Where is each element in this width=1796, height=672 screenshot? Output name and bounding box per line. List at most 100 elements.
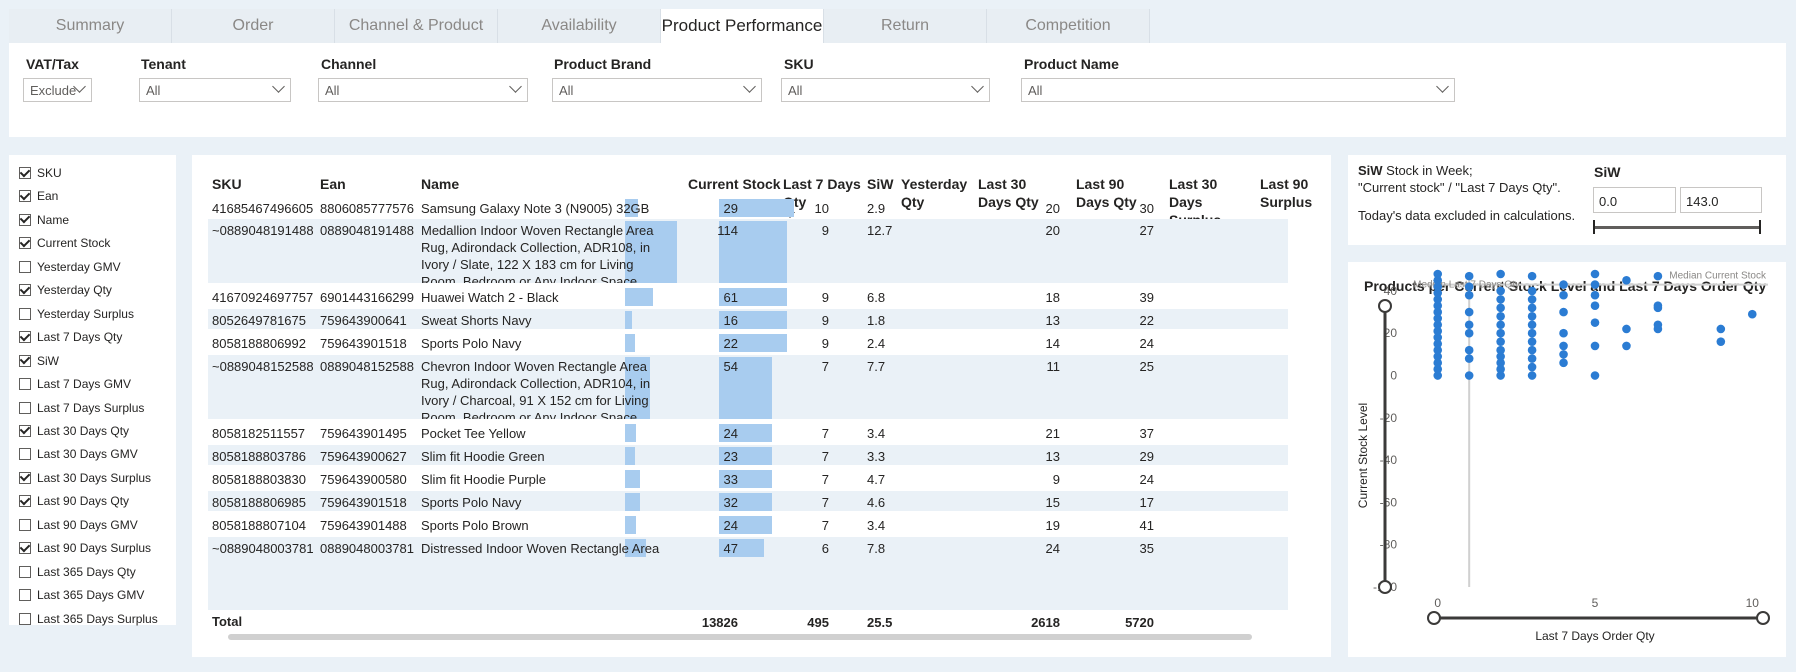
scatter-point[interactable] bbox=[1559, 307, 1568, 317]
table-row[interactable]: 41670924697757 6901443166299 Huawei Watch … bbox=[208, 286, 1288, 306]
scatter-point[interactable] bbox=[1496, 345, 1505, 355]
scatter-point[interactable] bbox=[1559, 358, 1568, 368]
scatter-point[interactable] bbox=[1590, 318, 1600, 327]
scatter-point[interactable] bbox=[1433, 269, 1443, 279]
scatter-point[interactable] bbox=[1716, 324, 1726, 334]
column-toggle-last-90-days-gmv[interactable]: Last 90 Days GMV bbox=[19, 518, 138, 532]
scatter-point[interactable] bbox=[1622, 324, 1631, 334]
scatter-point[interactable] bbox=[1559, 341, 1568, 351]
scatter-point[interactable] bbox=[1527, 354, 1537, 363]
checkbox-checked-icon[interactable] bbox=[19, 354, 31, 367]
siw-min-input[interactable]: 0.0 bbox=[1593, 187, 1676, 213]
tab-order[interactable]: Order bbox=[172, 9, 335, 43]
column-toggle-sku[interactable]: SKU bbox=[19, 166, 62, 180]
checkbox-unchecked-icon[interactable] bbox=[19, 401, 31, 414]
column-toggle-last-30-days-surplus[interactable]: Last 30 Days Surplus bbox=[19, 471, 151, 485]
scatter-point[interactable] bbox=[1527, 286, 1537, 296]
checkbox-checked-icon[interactable] bbox=[19, 167, 31, 179]
col-header-ean[interactable]: Ean bbox=[320, 176, 346, 192]
scatter-point[interactable] bbox=[1527, 371, 1537, 380]
scatter-point[interactable] bbox=[1527, 345, 1537, 355]
scatter-point[interactable] bbox=[1496, 286, 1505, 296]
checkbox-unchecked-icon[interactable] bbox=[19, 307, 31, 320]
scatter-point[interactable] bbox=[1433, 364, 1443, 374]
sku-dropdown[interactable]: All bbox=[781, 78, 990, 102]
col-header-sku[interactable]: SKU bbox=[212, 176, 242, 192]
scatter-point[interactable] bbox=[1464, 328, 1474, 338]
scatter-point[interactable] bbox=[1433, 352, 1443, 361]
scatter-point[interactable] bbox=[1496, 371, 1505, 380]
column-toggle-ean[interactable]: Ean bbox=[19, 189, 58, 203]
column-toggle-last-7-days-surplus[interactable]: Last 7 Days Surplus bbox=[19, 401, 144, 415]
scatter-point[interactable] bbox=[1464, 307, 1474, 317]
scatter-point[interactable] bbox=[1559, 350, 1568, 359]
scatter-point[interactable] bbox=[1527, 362, 1537, 372]
scatter-point[interactable] bbox=[1590, 371, 1600, 380]
x-zoom-handle-right[interactable] bbox=[1756, 611, 1770, 625]
scatter-point[interactable] bbox=[1527, 303, 1537, 313]
scatter-point[interactable] bbox=[1464, 290, 1474, 300]
siw-range-track[interactable] bbox=[1594, 226, 1760, 229]
col-header-yesterday-qty[interactable]: Yesterday Qty bbox=[901, 176, 968, 210]
scatter-point[interactable] bbox=[1622, 276, 1631, 285]
siw-max-input[interactable]: 143.0 bbox=[1680, 187, 1762, 213]
scatter-point[interactable] bbox=[1527, 271, 1537, 281]
column-toggle-siw[interactable]: SiW bbox=[19, 354, 59, 368]
scatter-point[interactable] bbox=[1653, 271, 1663, 281]
scatter-point[interactable] bbox=[1590, 290, 1600, 300]
col-header-current-stock[interactable]: Current Stock bbox=[688, 176, 781, 192]
table-row[interactable]: 8058188806985 759643901518 Sports Polo Nav… bbox=[208, 491, 1288, 511]
checkbox-unchecked-icon[interactable] bbox=[19, 565, 31, 578]
scatter-point[interactable] bbox=[1433, 276, 1443, 285]
scatter-point[interactable] bbox=[1433, 288, 1443, 298]
scatter-point[interactable] bbox=[1464, 282, 1474, 291]
checkbox-checked-icon[interactable] bbox=[19, 424, 31, 437]
scatter-point[interactable] bbox=[1433, 282, 1443, 291]
column-toggle-last-365-days-qty[interactable]: Last 365 Days Qty bbox=[19, 565, 136, 579]
checkbox-checked-icon[interactable] bbox=[19, 237, 31, 250]
table-row[interactable]: 8058188803786 759643900627 Slim fit Hoodie… bbox=[208, 445, 1288, 465]
table-row[interactable]: 8058182511557 759643901495 Pocket Tee Yell… bbox=[208, 422, 1288, 442]
tab-competition[interactable]: Competition bbox=[987, 9, 1150, 43]
column-toggle-last-90-days-surplus[interactable]: Last 90 Days Surplus bbox=[19, 541, 151, 555]
scatter-point[interactable] bbox=[1622, 341, 1631, 351]
scatter-point[interactable] bbox=[1527, 320, 1537, 330]
column-toggle-last-30-days-qty[interactable]: Last 30 Days Qty bbox=[19, 424, 129, 438]
table-row[interactable]: 8058188806992 759643901518 Sports Polo Nav… bbox=[208, 332, 1288, 352]
table-row[interactable]: ~0889048191488 0889048191488 Medallion Ind… bbox=[208, 219, 1288, 283]
y-zoom-handle-top[interactable] bbox=[1378, 299, 1392, 313]
checkbox-unchecked-icon[interactable] bbox=[19, 260, 31, 273]
y-zoom-handle-bottom[interactable] bbox=[1378, 580, 1392, 594]
scatter-point[interactable] bbox=[1747, 309, 1757, 319]
scatter-point[interactable] bbox=[1496, 364, 1505, 374]
scatter-point[interactable] bbox=[1496, 328, 1505, 338]
scatter-point[interactable] bbox=[1496, 352, 1505, 361]
tab-summary[interactable]: Summary bbox=[9, 9, 172, 43]
x-zoom-handle-left[interactable] bbox=[1427, 611, 1441, 625]
scatter-point[interactable] bbox=[1464, 354, 1474, 363]
siw-range-min-handle[interactable] bbox=[1593, 220, 1595, 234]
vat-tax-dropdown[interactable]: Exclude bbox=[23, 78, 92, 102]
scatter-point[interactable] bbox=[1464, 271, 1474, 281]
scatter-point[interactable] bbox=[1496, 303, 1505, 313]
scatter-point[interactable] bbox=[1464, 320, 1474, 330]
scatter-point[interactable] bbox=[1433, 314, 1443, 323]
scatter-point[interactable] bbox=[1496, 358, 1505, 368]
scatter-point[interactable] bbox=[1590, 301, 1600, 311]
scatter-point[interactable] bbox=[1527, 311, 1537, 321]
scatter-point[interactable] bbox=[1527, 337, 1537, 346]
tab-availability[interactable]: Availability bbox=[498, 9, 661, 43]
table-row[interactable]: 8058188803830 759643900580 Slim fit Hoodie… bbox=[208, 468, 1288, 488]
table-row[interactable]: ~0889048003781 0889048003781 Distressed In… bbox=[208, 537, 1288, 610]
scatter-point[interactable] bbox=[1433, 339, 1443, 349]
scatter-point[interactable] bbox=[1433, 301, 1443, 311]
scatter-point[interactable] bbox=[1559, 280, 1568, 289]
checkbox-checked-icon[interactable] bbox=[19, 284, 31, 297]
scatter-point[interactable] bbox=[1716, 337, 1726, 346]
checkbox-checked-icon[interactable] bbox=[19, 190, 31, 203]
checkbox-checked-icon[interactable] bbox=[19, 471, 31, 484]
scatter-point[interactable] bbox=[1433, 371, 1443, 380]
table-row[interactable]: ~0889048152588 0889048152588 Chevron Indoo… bbox=[208, 355, 1288, 419]
scatter-point[interactable] bbox=[1433, 326, 1443, 336]
scatter-point[interactable] bbox=[1496, 337, 1505, 346]
